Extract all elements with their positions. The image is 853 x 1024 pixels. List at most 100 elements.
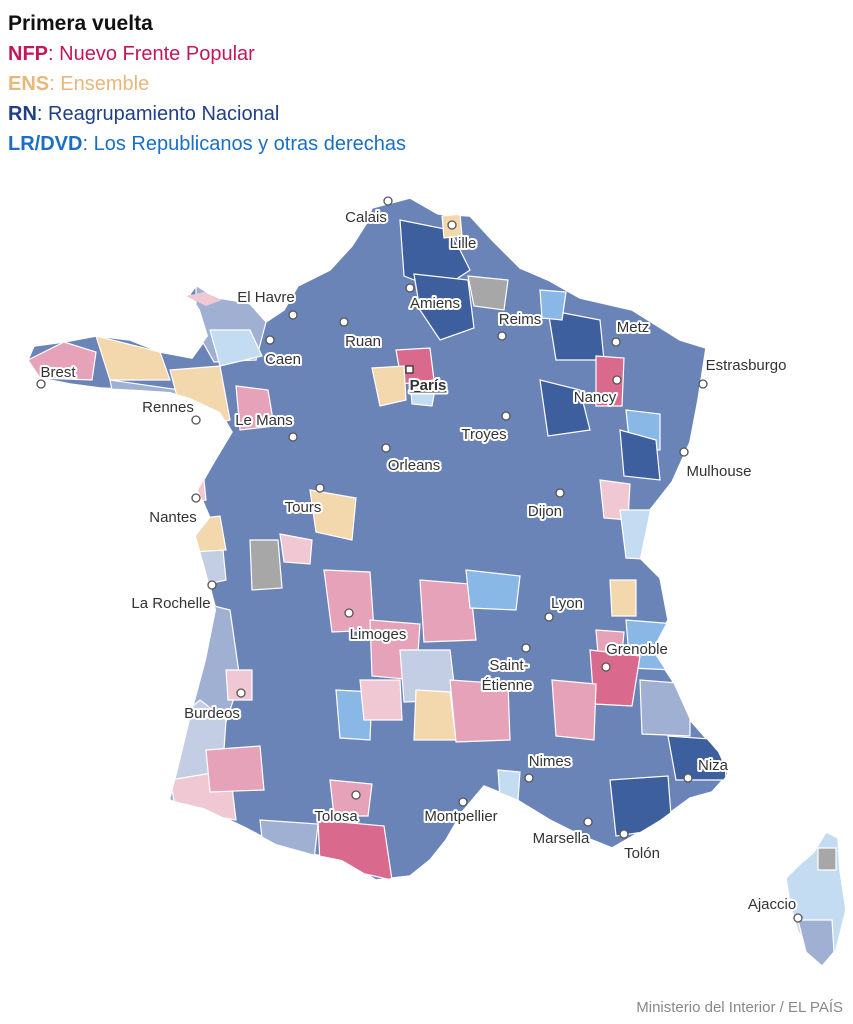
city-troyes: Troyes [459,411,511,445]
city-montpellier: Montpellier [422,797,500,827]
legend-abbr: ENS [8,73,50,95]
region-poitou-nfp [279,533,313,565]
region-cantal-ens [413,689,457,741]
city-label: París [410,377,447,394]
city-dot [36,379,46,389]
region-drome-light [551,679,597,741]
city-dot [497,331,507,341]
city-strasbourg: Estrasburgo [698,355,788,389]
city-label: La Rochelle [131,595,210,612]
city-label: El Havre [237,289,295,306]
region-reims-lr [539,289,567,321]
city-dot [544,612,554,622]
corsica-south [797,919,835,967]
city-dot [447,220,457,230]
city-dot [315,483,325,493]
region-brittany-north [95,335,171,381]
region-paris-ens [371,365,407,407]
city-dot [405,283,415,293]
city-dot [288,310,298,320]
city-lille: Lille [447,220,478,254]
city-label: Tours [285,499,322,516]
city-label: Ruan [345,333,381,350]
city-dot [698,379,708,389]
city-label: Tolosa [314,808,358,825]
region-gray-north [467,275,509,311]
city-markers: Calais Lille El Havre Amiens Reims Metz … [36,196,803,923]
city-dot [555,488,565,498]
capital-marker [405,365,414,374]
region-alps-ens [609,579,637,617]
city-label: Dijon [528,503,562,520]
city-dot [351,790,361,800]
legend-label: Los Republicanos y otras derechas [93,133,406,155]
city-label: Montpellier [424,808,497,825]
region-paris-lr [409,379,437,407]
region-pyrenees-nfp [317,819,393,880]
region-creuse-nfp [419,579,477,643]
city-dot [381,443,391,453]
city-label: Mulhouse [686,463,751,480]
city-rennes: Rennes [140,397,201,425]
legend-title: Primera vuelta [8,12,153,35]
map-legend: Primera vuelta NFP: Nuevo Frente Popular… [8,10,568,160]
city-dot [383,196,393,206]
legend-item-nfp: NFP: Nuevo Frente Popular [8,43,255,65]
city-dot [619,829,629,839]
legend-item-lrdvd: LR/DVD: Los Republicanos y otras derecha… [8,133,406,155]
city-calais: Calais [343,196,393,228]
legend-abbr: LR/DVD [8,133,83,155]
region-hautes-alpes [639,679,691,737]
city-label: Nantes [149,509,197,526]
mainland-france [27,197,729,881]
city-dot [236,688,246,698]
city-dot [793,913,803,923]
city-label: Rennes [142,399,194,416]
city-label: Marsella [533,830,590,847]
legend-abbr: NFP [8,43,48,65]
region-limoges-nfp [323,569,375,633]
region-amiens-dark [413,273,475,341]
city-nantes: Nantes [147,493,201,528]
city-bordeaux: Burdeos [182,688,246,724]
region-lozere-nfp [449,679,511,743]
city-label: Orleans [388,457,441,474]
city-dot [344,608,354,618]
city-label: Lille [450,235,477,252]
city-dot [265,335,275,345]
city-dot [288,432,298,442]
region-var-dark [609,775,673,837]
city-dot [683,773,693,783]
region-gard-light [497,769,521,801]
constituency-regions [28,213,727,880]
city-label: Nimes [529,753,572,770]
legend-label: Ensemble [60,73,150,95]
city-label: Limoges [350,626,407,643]
city-orleans: Orleans [381,443,442,476]
city-dot [612,375,622,385]
city-label: Metz [617,319,650,336]
city-amiens: Amiens [405,283,462,314]
city-toulouse: Tolosa [312,790,361,827]
france-constituency-map: Calais Lille El Havre Amiens Reims Metz … [27,196,847,968]
city-nancy: Nancy [572,375,622,408]
region-brittany-west [28,341,97,381]
city-label: Brest [40,364,76,381]
city-dot [524,773,534,783]
city-dot [601,662,611,672]
city-label: Ajaccio [748,896,796,913]
city-rouen: Ruan [339,317,383,352]
city-dot [339,317,349,327]
city-ajaccio: Ajaccio [746,894,803,923]
region-dordogne-nfp [359,679,403,721]
region-le-mans-nfp [235,385,275,431]
source-credit: Ministerio del Interior / EL PAÍS [636,999,843,1016]
city-label: Saint- [489,657,528,674]
city-label: Caen [265,351,301,368]
city-label: Nancy [574,389,617,406]
city-toulon: Tolón [619,829,662,864]
city-dot [521,643,531,653]
city-dot [207,580,217,590]
region-gray-brittany [139,427,167,459]
city-label: Étienne [482,677,533,694]
